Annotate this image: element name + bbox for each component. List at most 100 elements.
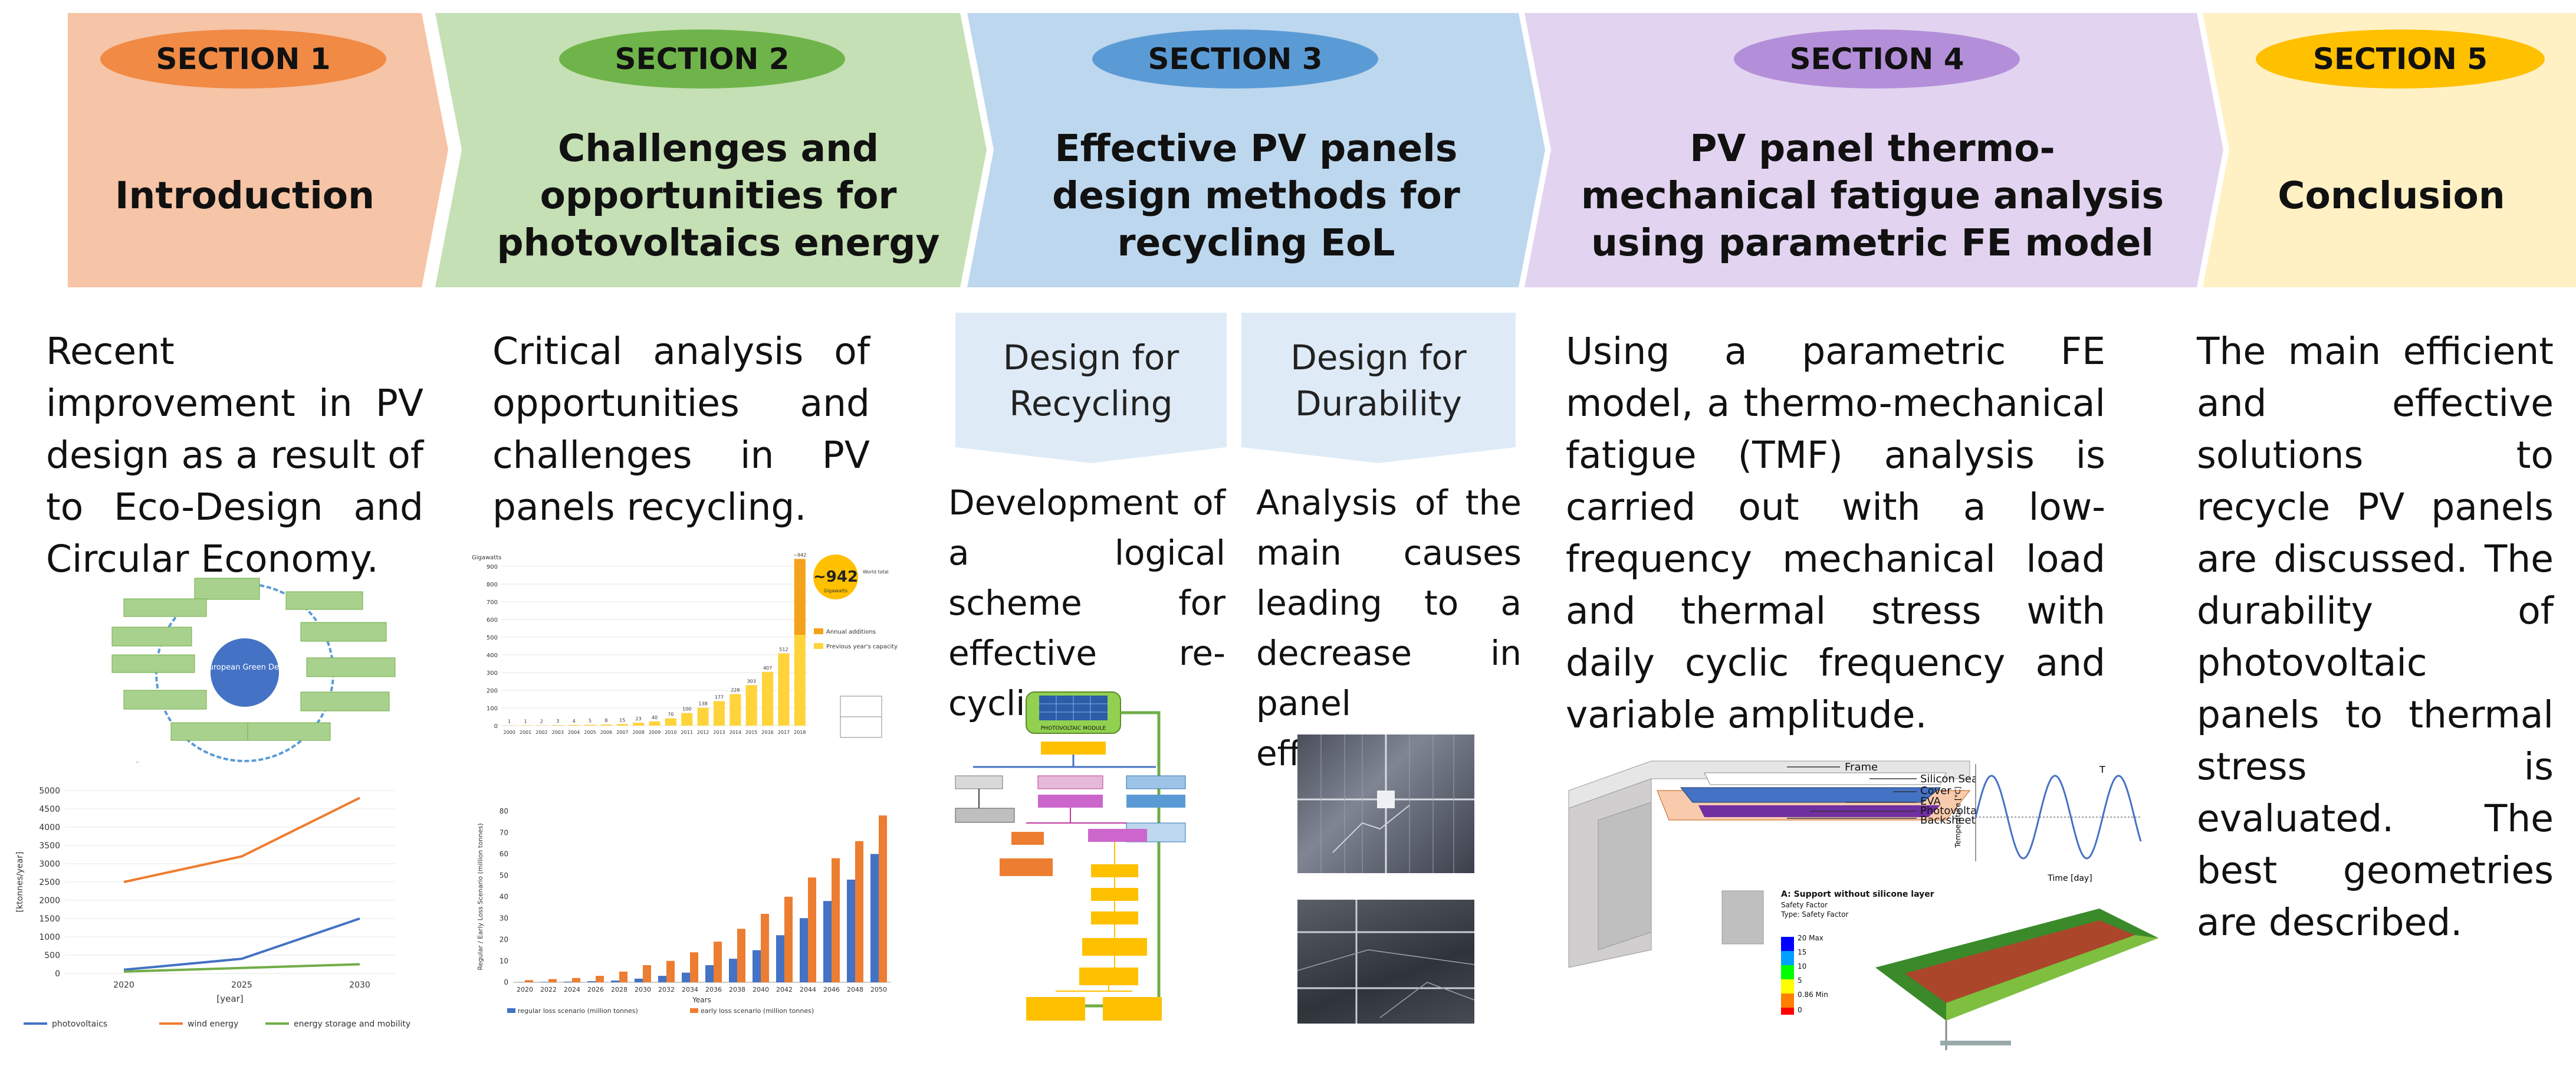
waste-bar: [870, 854, 879, 982]
cap-xtick: 2018: [794, 730, 806, 735]
cap-data-label: 1: [508, 719, 511, 724]
waste-legend-swatch: [507, 1008, 515, 1013]
section-5-title: Conclusion: [2278, 174, 2505, 217]
cap-data-label: 228: [731, 688, 740, 693]
waste-xtick: 2030: [635, 986, 651, 993]
cap-xtick: 2008: [632, 730, 644, 735]
flow-top-label: PHOTOVOLTAIC MODULE: [1041, 726, 1106, 732]
waste-xtick: 2050: [870, 986, 887, 993]
fe-svg: A: Support without silicone layer Safety…: [1780, 890, 2158, 1050]
cap-callout-side: World total: [863, 569, 889, 575]
flowchart-svg: PHOTOVOLTAIC MODULE: [955, 691, 1186, 1021]
line-series-0: [123, 917, 360, 971]
line-xlabel: [year]: [216, 993, 243, 1004]
center-label: European Green Deal: [203, 663, 285, 672]
waste-bar: [611, 981, 619, 982]
cap-callout-label: Gigawatts: [824, 588, 847, 593]
cap-legend-swatch: [814, 628, 823, 634]
waste-xtick: 2028: [611, 986, 627, 993]
cap-bar-previous: [649, 722, 661, 726]
waste-bar: [619, 971, 627, 982]
waste-ytick: 0: [504, 978, 508, 986]
waste-ytick: 70: [500, 828, 508, 837]
cap-xtick: 2003: [552, 730, 564, 735]
cap-legend-label: Previous year's capacity: [826, 644, 898, 650]
fe-scale-3: 5: [1798, 976, 1802, 985]
design-durability-text: Analysis of the main causes leading to a…: [1256, 483, 1522, 773]
cap-bar-previous: [616, 724, 628, 726]
fe-scale-2: 10: [1798, 962, 1806, 970]
cap-xtick: 2006: [600, 730, 612, 735]
line-xtick: 2025: [231, 981, 252, 990]
cap-xtick: 2009: [649, 730, 661, 735]
waste-bar: [729, 959, 737, 982]
cap-ytick: 200: [487, 688, 498, 694]
line-legend-label: energy storage and mobility: [294, 1019, 410, 1029]
cap-data-label: 40: [652, 715, 658, 720]
cap-bar-previous: [762, 672, 774, 726]
cap-data-label: 23: [636, 716, 642, 722]
waste-bar: [847, 880, 855, 982]
waste-bar: [879, 815, 887, 982]
cap-data-label: 407: [763, 665, 772, 671]
waste-ytick: 20: [500, 936, 508, 944]
waste-bar: [761, 914, 769, 982]
waste-bar: [776, 935, 784, 982]
cap-xtick: 2017: [778, 730, 790, 735]
waste-chart: Regular / Early Loss Scenario (million t…: [472, 802, 908, 1027]
cap-callout-value: ~942: [813, 568, 858, 586]
cap-data-label: ~942: [793, 552, 806, 558]
cap-xtick: 2012: [697, 730, 709, 735]
waste-xtick: 2034: [682, 986, 698, 993]
wave-xlabel: Time [day]: [2047, 874, 2092, 883]
temperature-wave: T Time [day] Temperature [°C]: [1952, 758, 2147, 885]
fe-scale-0: 20 Max: [1798, 934, 1823, 942]
waste-xtick: 2046: [823, 986, 840, 993]
cap-xtick: 2004: [568, 730, 580, 735]
wave-svg: T Time [day] Temperature [°C]: [1954, 764, 2142, 883]
waste-bar: [808, 877, 816, 982]
line-ytick: 4500: [39, 805, 60, 814]
cell-photo-2: [1297, 900, 1475, 1024]
design-recycling-box: Design for Recycling: [955, 313, 1227, 463]
cap-bar-previous: [681, 713, 693, 726]
section-3-title: Effective PV panels design methods for r…: [1052, 127, 1460, 264]
waste-bar: [690, 952, 698, 982]
waste-bar: [572, 978, 580, 982]
cap-ytick: 300: [487, 670, 498, 677]
line-chart: [ktonnes/year] 0 500 1000 1500 2000 2500 3000 35…: [12, 779, 436, 1038]
waste-bar: [784, 897, 793, 982]
wave-ylabel: Temperature [°C]: [1954, 786, 1962, 848]
waste-ytick: 10: [500, 957, 508, 965]
line-ytick: 1500: [39, 914, 60, 924]
waste-bar: [548, 979, 557, 982]
section-4-text: Using a parametric FE model, a thermo-me…: [1566, 330, 2105, 736]
line-ytick: 3500: [39, 841, 60, 851]
section-4-title: PV panel thermo-mechanical fatigue analy…: [1581, 127, 2164, 264]
waste-ytick: 50: [500, 871, 508, 880]
waste-bar: [643, 965, 651, 982]
waste-bar: [587, 981, 596, 982]
line-ylabel: [ktonnes/year]: [15, 852, 25, 913]
line-ytick: 1000: [39, 933, 60, 942]
section-5-text: The main efficient and effective solutio…: [2197, 330, 2554, 944]
cap-xtick: 2015: [745, 730, 757, 735]
cap-ytick: 0: [494, 723, 498, 730]
waste-bar: [753, 950, 761, 982]
section-5-header: SECTION 5 Conclusion: [2203, 13, 2576, 287]
green-deal-diagram: European Green Deal ─: [53, 575, 436, 773]
cap-ytick: 900: [487, 564, 498, 570]
waste-bar: [737, 929, 745, 982]
section-4-badge: SECTION 4: [1734, 29, 2020, 88]
cap-xtick: 2014: [730, 730, 741, 735]
section-1-badge: SECTION 1: [100, 29, 386, 88]
cap-bar-previous: [697, 708, 709, 726]
waste-bar: [823, 901, 832, 982]
waste-xtick: 2022: [540, 986, 557, 993]
cap-ytick: 400: [487, 652, 498, 659]
waste-bar: [658, 976, 666, 982]
waste-bar: [682, 972, 690, 982]
fe-scale-1: 15: [1798, 948, 1806, 956]
waste-ylabel: Regular / Early Loss Scenario (million t…: [477, 823, 484, 970]
cap-data-label: 2: [540, 719, 543, 724]
